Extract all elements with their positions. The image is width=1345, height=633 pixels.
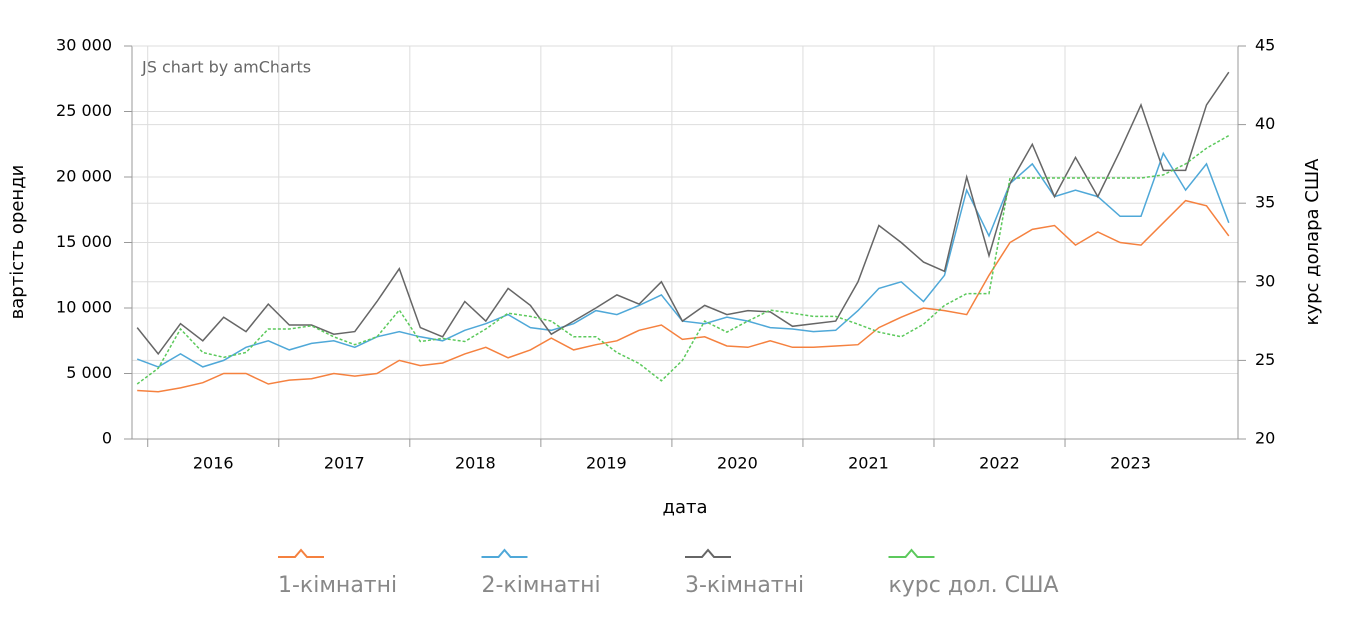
x-tick-label: 2020 <box>717 454 758 473</box>
series-line <box>136 71 1230 356</box>
x-tick-label: 2016 <box>193 454 234 473</box>
y-tick-label: 25 000 <box>56 101 112 120</box>
y-tick-label: 30 000 <box>56 36 112 55</box>
legend-label: 1-кімнатні <box>278 573 397 598</box>
x-tick-label: 2019 <box>586 454 627 473</box>
watermark: JS chart by amCharts <box>141 58 311 77</box>
legend-label: курс дол. США <box>889 573 1059 598</box>
y2-tick-label: 25 <box>1255 350 1275 369</box>
legend-marker <box>888 548 935 558</box>
y-tick-label: 5 000 <box>66 363 112 382</box>
y-tick-label: 15 000 <box>56 232 112 251</box>
y-tick-label: 20 000 <box>56 167 112 186</box>
x-tick-label: 2023 <box>1110 454 1151 473</box>
x-tick-label: 2018 <box>455 454 496 473</box>
legend-marker <box>278 548 324 558</box>
y2-axis-title: курс долара США <box>1302 158 1323 326</box>
y2-tick-label: 30 <box>1255 271 1275 290</box>
y2-tick-label: 35 <box>1255 193 1275 212</box>
y2-tick-label: 45 <box>1255 36 1275 55</box>
series-line <box>137 199 1230 393</box>
legend-marker <box>481 548 528 558</box>
legend-label: 3-кімнатні <box>685 573 804 598</box>
series-line <box>136 134 1230 385</box>
y-axis-title: вартість оренди <box>7 165 28 320</box>
x-axis-title: дата <box>663 497 708 518</box>
x-tick-label: 2021 <box>848 454 889 473</box>
legend-label: 2-кімнатні <box>482 573 601 598</box>
y-tick-label: 10 000 <box>56 298 112 317</box>
x-tick-label: 2017 <box>324 454 365 473</box>
y2-tick-label: 20 <box>1255 429 1275 448</box>
legend-marker <box>685 548 731 558</box>
x-tick-label: 2022 <box>979 454 1020 473</box>
y2-tick-label: 40 <box>1255 114 1275 133</box>
y-tick-label: 0 <box>102 429 112 448</box>
